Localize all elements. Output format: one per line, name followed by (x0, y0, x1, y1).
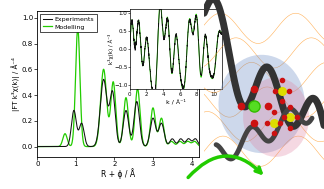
Y-axis label: |FT k³χ(k)| / Å⁻⁴: |FT k³χ(k)| / Å⁻⁴ (12, 57, 20, 111)
Legend: Experiments, Modelling: Experiments, Modelling (40, 15, 97, 32)
Ellipse shape (218, 55, 305, 153)
X-axis label: k / Å⁻¹: k / Å⁻¹ (166, 99, 186, 104)
X-axis label: R + ϕ / Å: R + ϕ / Å (101, 168, 135, 179)
Ellipse shape (243, 77, 309, 157)
Y-axis label: k³χ(k) / Å⁻³: k³χ(k) / Å⁻³ (108, 34, 114, 64)
